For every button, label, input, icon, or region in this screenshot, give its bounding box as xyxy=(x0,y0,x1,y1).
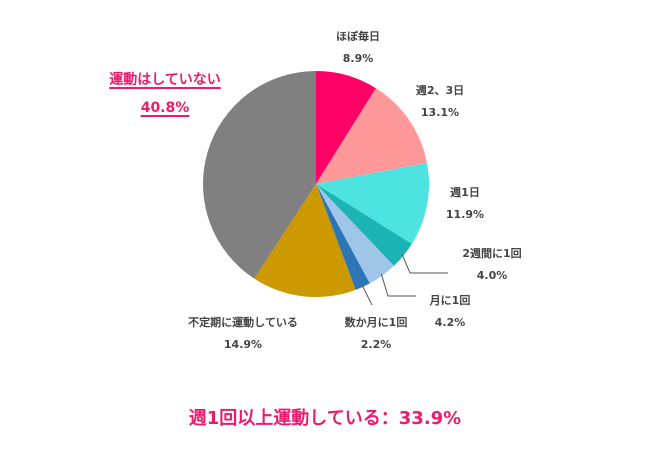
label-few-months-name: 数か月に1回 xyxy=(344,316,408,329)
pie-slice xyxy=(316,71,376,184)
label-monthly: 月に1回 4.2% xyxy=(418,290,482,334)
label-daily-name: ほぼ毎日 xyxy=(336,30,380,43)
pie-slice xyxy=(316,184,412,266)
summary-annotation: 週1回以上運動している：33.9% xyxy=(188,408,462,429)
label-irregular-value: 14.9% xyxy=(223,338,263,351)
label-few-months: 数か月に1回 2.2% xyxy=(334,312,418,356)
label-weekly: 週1日 11.9% xyxy=(430,182,500,226)
label-no-exercise-name: 運動はしていない xyxy=(109,72,221,88)
label-weekly-name: 週1日 xyxy=(450,186,480,199)
label-no-exercise: 運動はしていない 40.8% xyxy=(92,66,238,122)
pie-slice xyxy=(316,184,370,290)
pie-slice xyxy=(316,88,427,184)
pie-slice xyxy=(203,71,316,279)
leader-line xyxy=(380,273,416,297)
label-biweekly-value: 4.0% xyxy=(476,269,508,282)
label-biweekly-name: 2週間に1回 xyxy=(462,247,522,260)
label-irregular-name: 不定期に運動している xyxy=(188,316,298,329)
label-few-months-value: 2.2% xyxy=(360,338,392,351)
leader-line xyxy=(401,254,448,274)
label-monthly-name: 月に1回 xyxy=(429,294,471,307)
label-daily: ほぼ毎日 8.9% xyxy=(318,26,398,70)
leader-line xyxy=(361,284,373,306)
label-weekly-value: 11.9% xyxy=(445,208,485,221)
pie-slice xyxy=(254,184,356,297)
label-no-exercise-value: 40.8% xyxy=(140,100,190,116)
label-two-three-name: 週2、3日 xyxy=(415,84,465,97)
label-biweekly: 2週間に1回 4.0% xyxy=(450,243,534,287)
label-two-three: 週2、3日 13.1% xyxy=(400,80,480,124)
label-daily-value: 8.9% xyxy=(342,52,374,65)
label-two-three-value: 13.1% xyxy=(420,106,460,119)
label-monthly-value: 4.2% xyxy=(434,316,466,329)
pie-slice xyxy=(316,162,430,244)
label-irregular: 不定期に運動している 14.9% xyxy=(170,312,316,356)
pie-slice xyxy=(316,184,394,284)
